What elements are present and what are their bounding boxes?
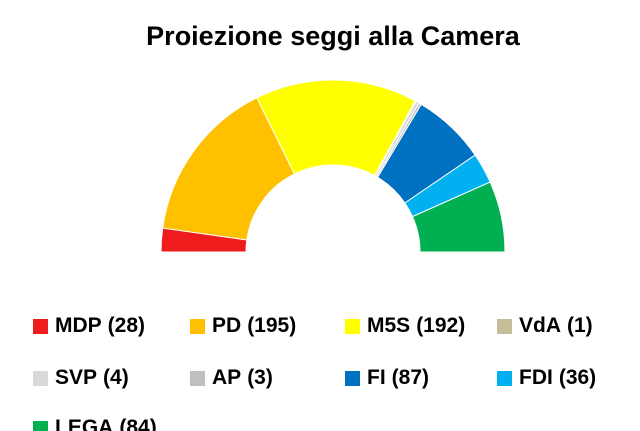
legend-name: M5S — [367, 314, 410, 337]
legend-label: VdA (1) — [519, 314, 593, 337]
legend-label: PD (195) — [212, 314, 296, 337]
seat-segment — [162, 97, 296, 241]
legend-label: LEGA (84) — [55, 416, 157, 431]
legend-swatch — [33, 371, 48, 386]
legend-name: PD — [212, 314, 241, 337]
legend-value: (87) — [392, 366, 429, 389]
chart-title: Proiezione seggi alla Camera — [146, 21, 521, 51]
legend-label: FDI (36) — [519, 366, 596, 389]
legend-value: (84) — [119, 416, 156, 431]
legend-value: (1) — [567, 314, 593, 337]
legend-swatch — [190, 319, 205, 334]
legend-name: AP — [212, 366, 241, 389]
legend-name: FI — [367, 366, 386, 389]
legend-label: AP (3) — [212, 366, 273, 389]
legend-value: (195) — [247, 314, 296, 337]
legend-label: MDP (28) — [55, 314, 145, 337]
legend-swatch — [33, 319, 48, 334]
legend-name: MDP — [55, 314, 102, 337]
legend-value: (28) — [108, 314, 145, 337]
seat-segment — [411, 181, 506, 253]
legend-name: LEGA — [55, 416, 113, 431]
legend-swatch — [497, 371, 512, 386]
legend-name: SVP — [55, 366, 97, 389]
legend-label: SVP (4) — [55, 366, 129, 389]
legend-name: VdA — [519, 314, 561, 337]
legend-value: (36) — [559, 366, 596, 389]
seat-segment — [256, 79, 416, 177]
legend-swatch — [345, 371, 360, 386]
legend-value: (3) — [247, 366, 273, 389]
legend-value: (4) — [103, 366, 129, 389]
legend-swatch — [497, 319, 512, 334]
legend-swatch — [190, 371, 205, 386]
legend-value: (192) — [416, 314, 465, 337]
legend-label: M5S (192) — [367, 314, 465, 337]
legend-name: FDI — [519, 366, 553, 389]
legend-swatch — [33, 421, 48, 431]
legend-swatch — [345, 319, 360, 334]
legend-label: FI (87) — [367, 366, 429, 389]
